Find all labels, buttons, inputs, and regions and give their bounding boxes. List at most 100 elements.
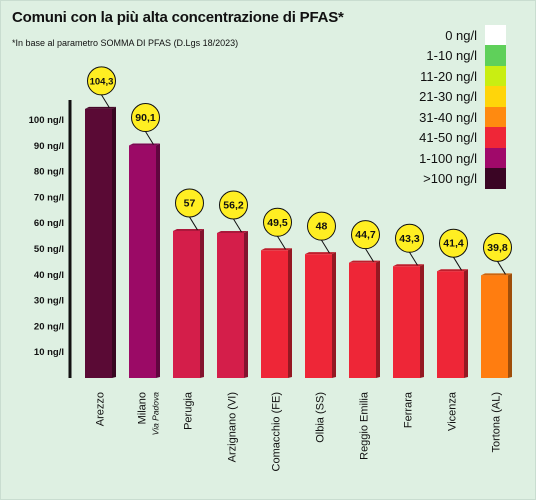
value-bubble xyxy=(263,207,292,237)
bar-top xyxy=(217,231,248,234)
category-label: Comacchio (FE) xyxy=(271,392,283,471)
legend-item: 41-50 ng/l xyxy=(397,127,506,149)
category-sublabel: Via Padova xyxy=(151,392,161,436)
bar-top xyxy=(85,106,116,109)
callout-line xyxy=(321,239,330,254)
callout-line xyxy=(409,252,418,266)
bar xyxy=(217,233,244,378)
value-label: 57 xyxy=(184,197,196,209)
value-label: 104,3 xyxy=(90,76,114,87)
legend-swatch xyxy=(485,65,506,87)
y-tick-label: 80 ng/l xyxy=(34,167,64,178)
callout-line xyxy=(453,256,462,271)
bar xyxy=(261,250,288,378)
bar xyxy=(85,108,112,378)
bar-top xyxy=(393,264,424,267)
category-label: Olbia (SS) xyxy=(315,392,327,443)
bar-side xyxy=(112,106,116,378)
value-label: 48 xyxy=(316,221,328,233)
bar-top xyxy=(349,260,380,263)
bar-top xyxy=(173,228,204,231)
callout-line xyxy=(145,131,154,145)
legend-swatch xyxy=(485,86,506,107)
legend-swatch xyxy=(485,45,506,66)
bar-side xyxy=(508,273,512,378)
bar-side xyxy=(420,264,424,378)
legend-label: 31-40 ng/l xyxy=(419,109,477,125)
legend-label: >100 ng/l xyxy=(423,171,477,186)
value-bubble xyxy=(351,220,380,250)
callout-line xyxy=(365,248,374,262)
legend-label: 0 ng/l xyxy=(445,27,477,43)
bar-side xyxy=(376,260,380,378)
legend-swatch xyxy=(485,127,506,148)
legend-item: 21-30 ng/l xyxy=(397,86,506,108)
bar-top xyxy=(437,269,468,272)
legend-swatch xyxy=(485,24,506,46)
value-bubble xyxy=(307,211,336,241)
category-label-group: Arzignano (VI) xyxy=(227,392,239,462)
y-tick-label: 100 ng/l xyxy=(29,115,64,126)
legend-item: >100 ng/l xyxy=(397,168,506,190)
callout-line xyxy=(277,236,286,250)
legend-swatch xyxy=(485,168,506,189)
y-tick-label: 70 ng/l xyxy=(34,192,64,203)
bar-top xyxy=(481,273,512,276)
value-label: 56,2 xyxy=(223,200,244,212)
value-label: 41,4 xyxy=(443,238,464,250)
value-bubble xyxy=(87,66,116,96)
bar-side xyxy=(332,252,336,378)
category-label: Arzignano (VI) xyxy=(227,392,239,462)
category-label: Perugia xyxy=(183,391,195,430)
value-bubble xyxy=(395,223,424,253)
y-tick-label: 50 ng/l xyxy=(34,244,64,255)
category-label-group: Vicenza xyxy=(447,391,459,431)
legend-label: 1-10 ng/l xyxy=(426,48,477,63)
legend-item: 11-20 ng/l xyxy=(397,65,506,87)
chart-subtitle: *In base al parametro SOMMA DI PFAS (D.L… xyxy=(12,38,239,48)
category-label: Tortona (AL) xyxy=(491,392,503,453)
bar xyxy=(173,230,200,378)
value-label: 90,1 xyxy=(135,112,156,124)
category-label-group: Milano Via Padova xyxy=(137,392,161,436)
legend-item: 31-40 ng/l xyxy=(397,106,506,128)
y-tick-label: 60 ng/l xyxy=(34,218,64,229)
callout-line xyxy=(233,218,242,233)
value-label: 44,7 xyxy=(355,229,376,241)
legend-item: 1-10 ng/l xyxy=(397,45,506,67)
legend-item: 0 ng/l xyxy=(397,24,506,46)
bar xyxy=(349,262,376,378)
callout-line xyxy=(189,216,198,231)
chart-title: Comuni con la più alta concentrazione di… xyxy=(12,9,344,26)
category-label: Arezzo xyxy=(95,392,107,426)
bar-side xyxy=(288,248,292,378)
category-label-group: Reggio Emilia xyxy=(359,391,371,460)
category-label-group: Ferrara xyxy=(403,391,415,428)
value-bubble xyxy=(131,103,160,133)
bar xyxy=(393,266,420,378)
value-bubble xyxy=(219,190,248,220)
legend-swatch xyxy=(485,106,506,128)
legend-swatch xyxy=(485,147,506,169)
bar xyxy=(129,145,156,378)
bar-side xyxy=(464,269,468,378)
category-label: Ferrara xyxy=(403,391,415,428)
y-tick-label: 30 ng/l xyxy=(34,296,64,307)
legend-label: 41-50 ng/l xyxy=(419,130,477,145)
category-label: Milano xyxy=(137,392,149,424)
value-label: 43,3 xyxy=(399,233,420,245)
value-bubble xyxy=(175,188,204,218)
bar-top xyxy=(261,248,292,251)
bar xyxy=(481,275,508,378)
bar-side xyxy=(200,228,204,378)
category-label-group: Comacchio (FE) xyxy=(271,392,283,471)
legend-item: 1-100 ng/l xyxy=(397,147,506,169)
category-label-group: Perugia xyxy=(183,391,195,430)
value-bubble xyxy=(439,228,468,258)
category-label-group: Tortona (AL) xyxy=(491,392,503,453)
legend-label: 21-30 ng/l xyxy=(419,89,477,104)
value-label: 39,8 xyxy=(487,242,508,254)
category-label: Vicenza xyxy=(447,391,459,431)
